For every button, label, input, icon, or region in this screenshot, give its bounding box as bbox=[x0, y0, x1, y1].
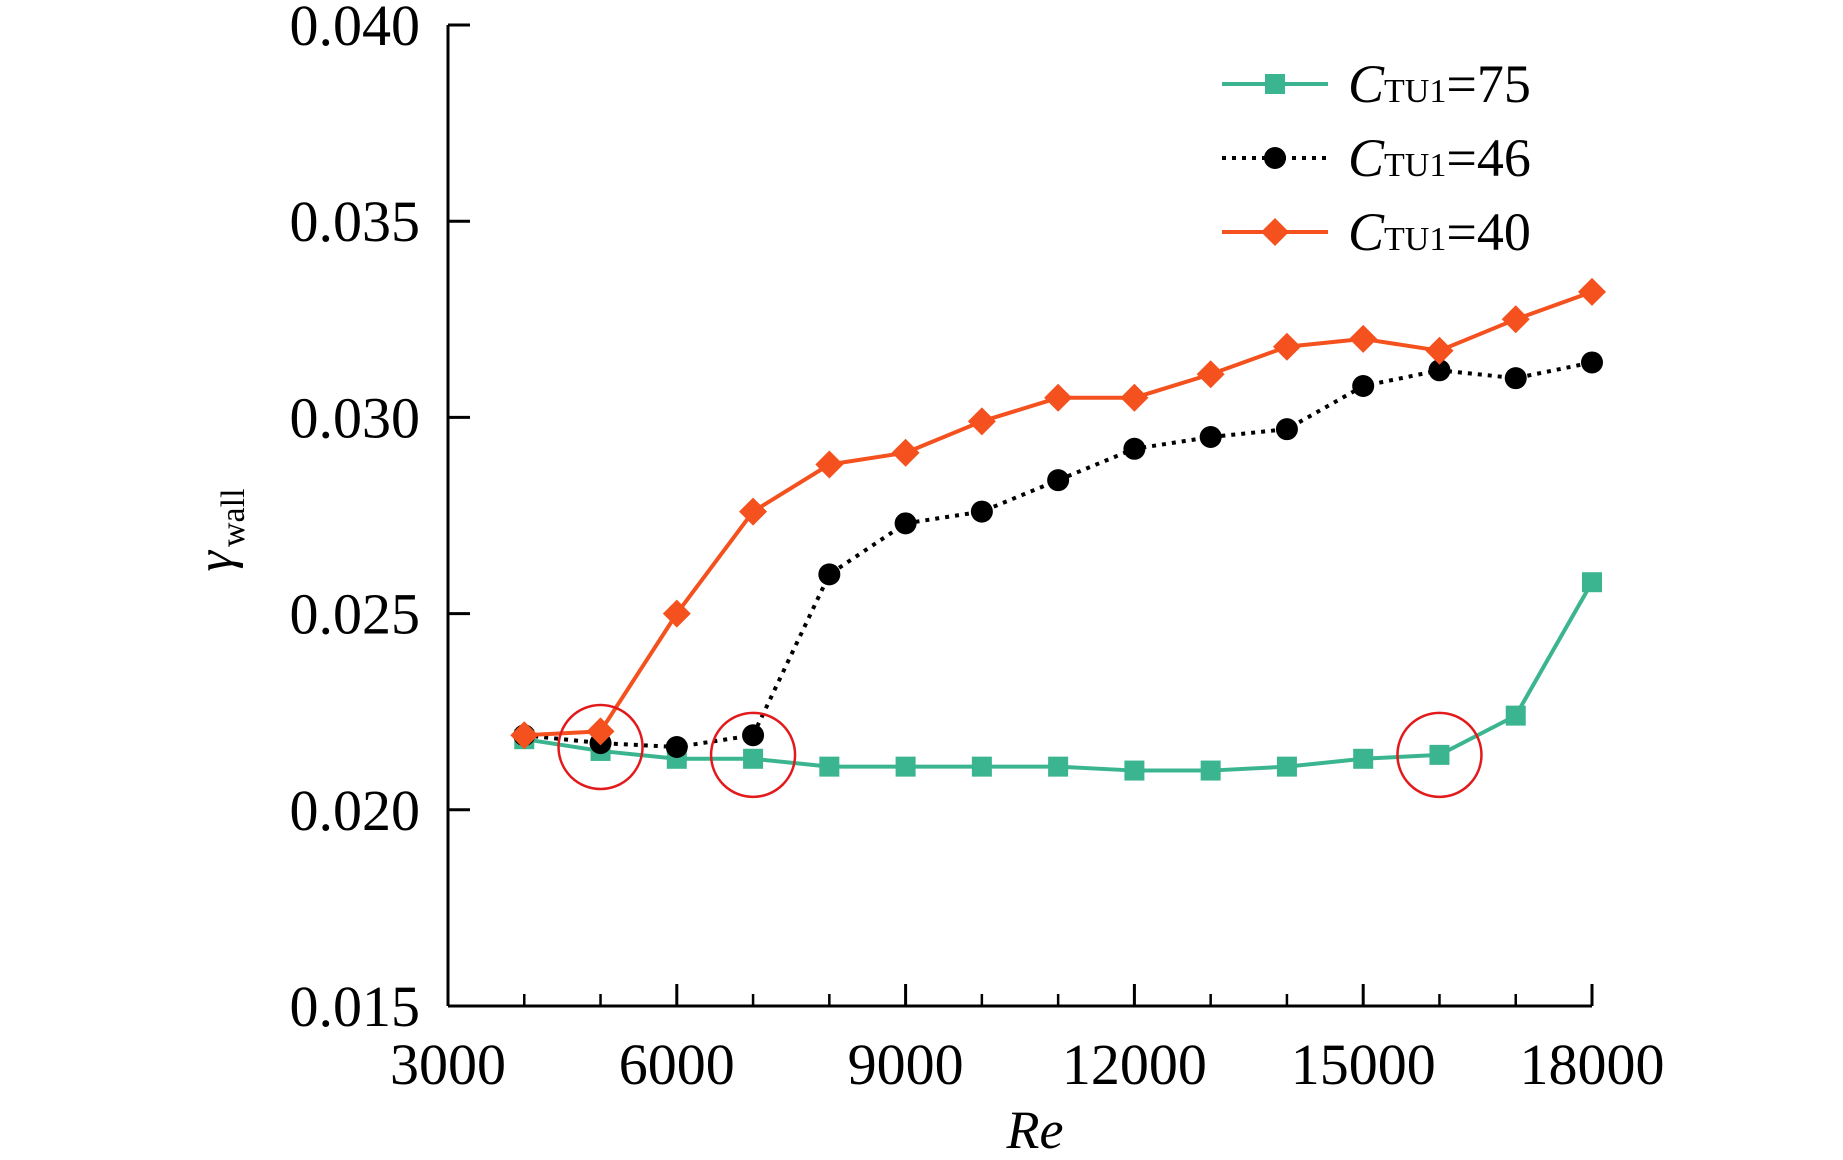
legend-marker bbox=[1265, 74, 1285, 94]
data-point bbox=[1505, 705, 1526, 726]
data-point bbox=[1578, 277, 1606, 306]
axes: 0.015 0.020 0.025 0.030 0.035 0.040 3000 6000 90… bbox=[187, 0, 1665, 1160]
y-axis-title-symbol: γ bbox=[187, 550, 244, 572]
data-point bbox=[1199, 426, 1222, 449]
data-point bbox=[1276, 756, 1297, 777]
y-tick-label: 0.025 bbox=[290, 582, 421, 647]
x-tick-label: 12000 bbox=[1062, 1032, 1207, 1097]
data-point bbox=[1124, 760, 1145, 781]
data-point bbox=[510, 721, 539, 750]
series-1 bbox=[513, 351, 1603, 759]
y-tick-label: 0.030 bbox=[290, 385, 421, 450]
data-point bbox=[818, 563, 841, 586]
data-point bbox=[1352, 375, 1375, 398]
data-point bbox=[1196, 360, 1225, 389]
data-point bbox=[1425, 336, 1454, 365]
highlight-circle bbox=[1396, 711, 1483, 799]
x-tick-label: 9000 bbox=[848, 1032, 964, 1097]
data-point bbox=[894, 512, 917, 535]
data-point bbox=[586, 717, 615, 746]
data-point bbox=[1353, 748, 1374, 769]
data-point bbox=[1429, 744, 1450, 765]
data-point bbox=[819, 756, 840, 777]
highlight-circle bbox=[709, 711, 797, 799]
legend-marker bbox=[1261, 218, 1289, 246]
data-point bbox=[895, 756, 916, 777]
data-point bbox=[1582, 572, 1602, 593]
y-tick-label: 0.035 bbox=[290, 189, 421, 254]
annotations bbox=[557, 703, 1483, 799]
data-point bbox=[1428, 359, 1451, 382]
x-tick-label: 15000 bbox=[1291, 1032, 1436, 1097]
data-point bbox=[742, 724, 765, 747]
data-point bbox=[1501, 305, 1530, 334]
legend: CTU1=75 CTU1=46 CTU1=40 bbox=[1222, 54, 1531, 262]
x-axis-title: Re bbox=[1006, 1100, 1064, 1155]
data-point bbox=[1275, 418, 1298, 441]
data-point bbox=[662, 599, 691, 628]
data-point bbox=[1200, 760, 1221, 781]
data-point bbox=[1047, 469, 1070, 492]
y-axis-title-subscript: wall bbox=[215, 488, 252, 547]
data-point bbox=[1504, 367, 1527, 390]
y-tick-label: 0.015 bbox=[290, 974, 421, 1039]
data-point bbox=[1349, 324, 1378, 353]
data-point bbox=[815, 450, 844, 479]
data-point bbox=[967, 407, 996, 436]
data-series bbox=[510, 277, 1606, 781]
legend-item-0: CTU1=75 bbox=[1222, 54, 1531, 114]
data-point bbox=[1272, 332, 1301, 361]
data-point bbox=[665, 736, 688, 759]
data-point bbox=[970, 500, 993, 523]
data-point bbox=[971, 756, 992, 777]
x-tick-label: 6000 bbox=[619, 1032, 735, 1097]
legend-label: CTU1=75 bbox=[1348, 54, 1531, 114]
x-tick-label: 3000 bbox=[390, 1032, 506, 1097]
legend-item-1: CTU1=46 bbox=[1222, 128, 1531, 188]
data-point bbox=[891, 438, 920, 467]
legend-marker bbox=[1264, 147, 1286, 169]
data-point bbox=[743, 748, 764, 769]
y-axis-title: γ wall bbox=[187, 488, 252, 571]
legend-label: CTU1=46 bbox=[1348, 128, 1531, 188]
data-point bbox=[1044, 383, 1073, 412]
data-point bbox=[1120, 383, 1149, 412]
series-line bbox=[524, 289, 1593, 738]
x-tick-label: 18000 bbox=[1520, 1032, 1665, 1097]
data-point bbox=[1581, 351, 1603, 374]
data-point bbox=[739, 497, 768, 526]
series-line bbox=[524, 360, 1593, 750]
legend-label: CTU1=40 bbox=[1348, 202, 1531, 262]
legend-item-2: CTU1=40 bbox=[1222, 202, 1531, 262]
y-tick-label: 0.040 bbox=[290, 0, 421, 58]
data-point bbox=[1123, 437, 1146, 460]
y-tick-label: 0.020 bbox=[290, 778, 421, 843]
data-point bbox=[1048, 756, 1069, 777]
series-2 bbox=[510, 277, 1606, 750]
highlight-circle bbox=[557, 703, 644, 791]
